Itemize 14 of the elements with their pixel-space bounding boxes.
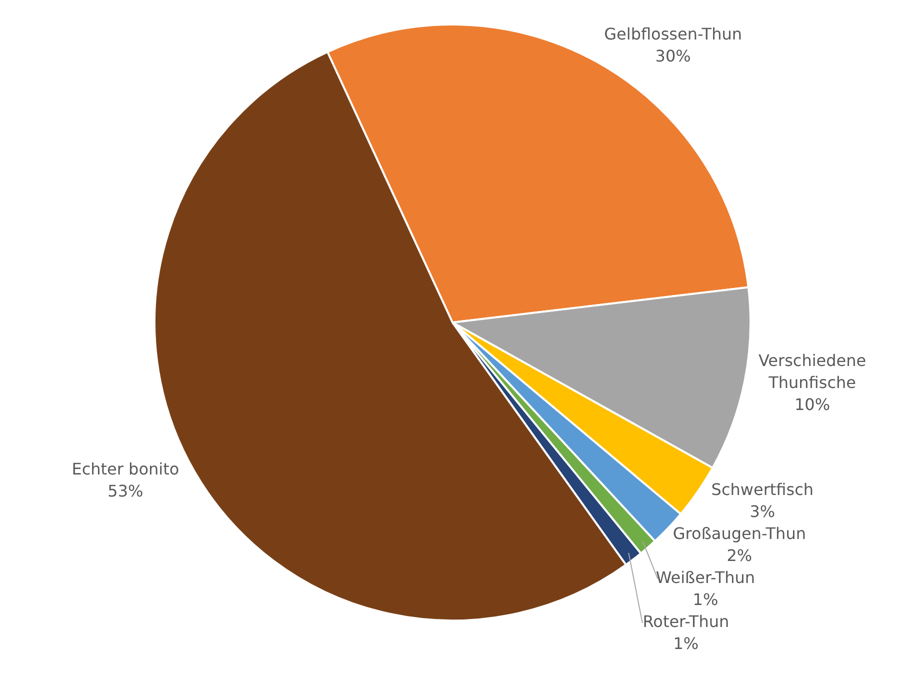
slice-label: Gelbflossen-Thun [604,24,742,44]
slice-label: Verschiedene Thunfische [758,350,866,392]
data-label: 53% [108,481,144,500]
data-label: 30% [655,46,691,66]
data-label: 2% [726,546,752,565]
slice-label: Echter bonito [72,459,180,478]
data-label: 1% [692,590,718,609]
slice-label: Großaugen-Thun [672,524,806,543]
slice-label: Weißer-Thun [656,568,756,587]
data-label: 3% [750,502,776,521]
data-label: 10% [794,394,830,414]
data-label: 1% [673,634,699,653]
slice-label: Schwertfisch [711,480,814,499]
slice-label: Roter-Thun [642,612,730,631]
